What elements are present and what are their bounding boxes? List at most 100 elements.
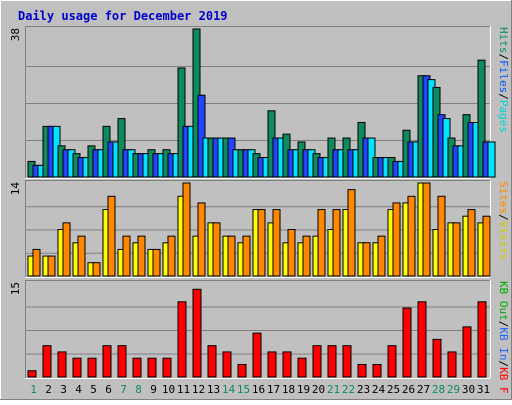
day-label-7: 7 (120, 383, 127, 396)
legend-separator: / (497, 214, 510, 221)
panel-hits-max-label: 38 (9, 28, 22, 41)
bar-sites-day-29 (452, 222, 461, 277)
legend-entry-sites: Sites (497, 181, 510, 214)
bar-sites-day-27 (422, 182, 431, 277)
day-label-17: 17 (267, 383, 280, 396)
bar-kb-f-day-1 (27, 370, 37, 378)
day-label-4: 4 (75, 383, 82, 396)
day-label-31: 31 (477, 383, 490, 396)
legend-separator: / (497, 93, 510, 100)
panel-visits: 14 Sites/Visits (9, 180, 510, 278)
day-label-20: 20 (312, 383, 325, 396)
bar-kb-f-day-5 (87, 357, 97, 378)
bar-sites-day-16 (257, 209, 266, 277)
bar-sites-day-2 (47, 255, 56, 277)
day-label-13: 13 (207, 383, 220, 396)
bar-kb-f-day-29 (447, 351, 457, 378)
bar-kb-f-day-31 (477, 301, 487, 378)
day-label-28: 28 (432, 383, 445, 396)
bar-sites-day-23 (362, 242, 371, 277)
day-label-14: 14 (222, 383, 236, 396)
bar-sites-day-1 (32, 248, 41, 277)
bar-pages-day-31 (487, 141, 496, 178)
day-label-9: 9 (150, 383, 157, 396)
day-label-16: 16 (252, 383, 265, 396)
bar-kb-f-day-10 (162, 357, 172, 378)
day-label-15: 15 (237, 383, 250, 396)
bar-sites-day-10 (167, 235, 176, 277)
day-label-25: 25 (387, 383, 400, 396)
bar-sites-day-26 (407, 195, 416, 277)
bar-kb-f-day-3 (57, 351, 67, 378)
bar-sites-day-7 (122, 235, 131, 277)
bar-sites-day-18 (287, 229, 296, 277)
day-label-30: 30 (462, 383, 475, 396)
bar-sites-day-17 (272, 209, 281, 277)
bar-sites-day-5 (92, 262, 101, 277)
chart-title: Daily usage for December 2019 (18, 9, 228, 23)
bar-sites-day-20 (317, 209, 326, 277)
bar-kb-f-day-21 (327, 345, 337, 378)
bar-sites-day-11 (182, 182, 191, 277)
day-label-24: 24 (372, 383, 386, 396)
bar-kb-f-day-20 (312, 345, 322, 378)
bar-hits-day-31 (477, 59, 486, 178)
day-label-10: 10 (162, 383, 175, 396)
panel-kbytes-legend: KB Out/KB In/KB F (497, 281, 510, 394)
legend-entry-kb-out: KB Out (497, 281, 510, 321)
bar-kb-f-day-12 (192, 288, 202, 378)
bar-sites-day-28 (437, 195, 446, 277)
day-label-8: 8 (135, 383, 142, 396)
panel-visits-legend: Sites/Visits (497, 181, 510, 261)
bar-kb-f-day-16 (252, 332, 262, 378)
day-label-19: 19 (297, 383, 310, 396)
day-label-21: 21 (327, 383, 340, 396)
day-label-3: 3 (60, 383, 67, 396)
bar-kb-f-day-4 (72, 357, 82, 378)
bar-sites-day-13 (212, 222, 221, 277)
bar-sites-day-30 (467, 209, 476, 277)
bar-kb-f-day-30 (462, 326, 472, 378)
bar-sites-day-8 (137, 235, 146, 277)
legend-separator: / (497, 321, 510, 328)
bar-kb-f-day-9 (147, 357, 157, 378)
day-label-5: 5 (90, 383, 97, 396)
day-label-27: 27 (417, 383, 430, 396)
bar-kb-f-day-18 (282, 351, 292, 378)
bar-sites-day-3 (62, 222, 71, 277)
bar-kb-f-day-14 (222, 351, 232, 378)
bar-sites-day-6 (107, 195, 116, 277)
bar-sites-day-9 (152, 248, 161, 277)
bar-kb-f-day-25 (387, 345, 397, 378)
legend-separator: / (497, 54, 510, 61)
bar-kb-f-day-13 (207, 345, 217, 378)
bar-kb-f-day-23 (357, 363, 367, 378)
legend-entry-kb-in: KB In (497, 327, 510, 360)
bar-sites-day-31 (482, 215, 491, 277)
panel-hits: 38 Hits/Files/Pages (9, 26, 510, 179)
legend-separator: / (497, 361, 510, 368)
panel-visits-max-label: 14 (9, 182, 22, 196)
bar-sites-day-22 (347, 189, 356, 277)
bar-sites-day-12 (197, 202, 206, 277)
bar-kb-f-day-7 (117, 345, 127, 378)
bar-sites-day-4 (77, 235, 86, 277)
bar-kb-f-day-2 (42, 345, 52, 378)
day-label-12: 12 (192, 383, 205, 396)
panel-kbytes: 15 KB Out/KB In/KB F (9, 280, 510, 394)
panel-hits-legend: Hits/Files/Pages (497, 27, 510, 133)
day-label-11: 11 (177, 383, 190, 396)
bar-sites-day-15 (242, 235, 251, 277)
legend-entry-visits: Visits (497, 221, 510, 261)
legend-entry-hits: Hits (497, 27, 510, 54)
bar-kb-f-day-28 (432, 338, 442, 378)
bar-kb-f-day-19 (297, 357, 307, 378)
bar-sites-day-24 (377, 235, 386, 277)
legend-entry-files: Files (497, 60, 510, 93)
panel-kbytes-max-label: 15 (9, 282, 22, 295)
bar-kb-f-day-27 (417, 301, 427, 378)
bar-sites-day-25 (392, 202, 401, 277)
day-label-1: 1 (30, 383, 37, 396)
